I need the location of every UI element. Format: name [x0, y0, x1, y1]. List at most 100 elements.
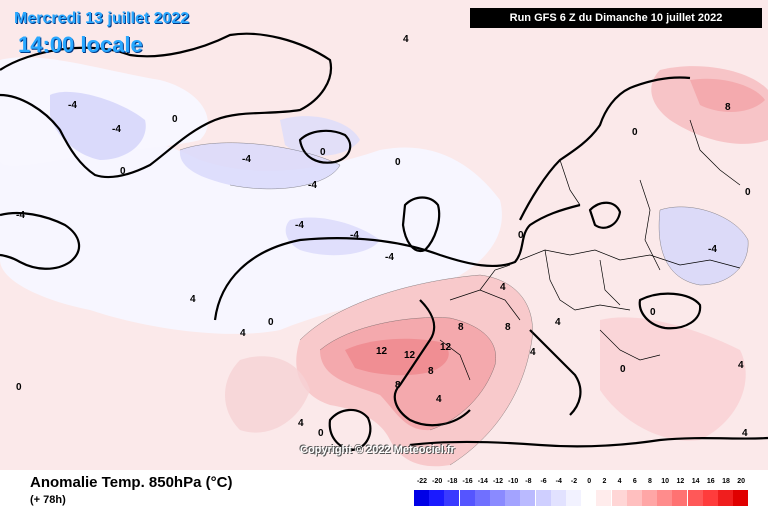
scale-color-swatch — [535, 490, 552, 506]
coastline-scandinavia — [519, 76, 691, 221]
scale-tick-label: -16 — [462, 478, 473, 485]
scale-color-swatch — [596, 490, 613, 506]
svg-text:8: 8 — [458, 322, 464, 333]
scale-tick-label: 0 — [587, 478, 592, 485]
scale-color-swatch — [672, 490, 689, 506]
svg-text:0: 0 — [518, 230, 524, 241]
scale-tick-label: -2 — [570, 478, 578, 485]
svg-text:-4: -4 — [16, 210, 25, 221]
svg-text:4: 4 — [530, 347, 536, 358]
coastline-italy — [529, 329, 582, 416]
scale-color-swatch — [566, 490, 582, 506]
scale-tick-label: -10 — [508, 478, 519, 485]
svg-text:0: 0 — [16, 382, 22, 393]
scale-color-swatch — [414, 490, 430, 506]
anomaly-contours — [179, 142, 749, 466]
scale-color-swatch — [520, 490, 537, 506]
coastline-iceland — [298, 129, 352, 164]
scale-tick-label: -6 — [540, 478, 547, 485]
svg-text:0: 0 — [745, 187, 751, 198]
svg-text:4: 4 — [403, 34, 409, 45]
forecast-date: Mercredi 13 juillet 2022 — [14, 10, 190, 27]
svg-text:0: 0 — [620, 364, 626, 375]
scale-color-swatch — [642, 490, 658, 506]
coastline-british-isles — [401, 196, 441, 253]
scale-color-swatch — [626, 490, 643, 506]
scale-tick-label: -4 — [555, 478, 562, 485]
coastline-baltic — [588, 201, 622, 229]
scale-color-swatch — [474, 490, 491, 506]
scale-tick-label: 6 — [632, 478, 637, 485]
svg-text:8: 8 — [725, 102, 731, 113]
svg-text:-4: -4 — [350, 230, 359, 241]
svg-text:-4: -4 — [385, 252, 394, 263]
svg-text:0: 0 — [395, 157, 401, 168]
scale-tick-label: 10 — [661, 478, 670, 485]
svg-text:-4: -4 — [708, 244, 717, 255]
coastline-atlantic-island — [328, 408, 372, 452]
svg-text:4: 4 — [240, 328, 246, 339]
svg-text:4: 4 — [742, 428, 748, 439]
svg-text:4: 4 — [298, 418, 304, 429]
scale-tick-label: 4 — [617, 478, 622, 485]
legend-title: Anomalie Temp. 850hPa (°C) — [30, 474, 233, 491]
color-scale: -22 -20 -18 -16 -14 -12 -10 -8 -6 -4 -2 0 2 4 6 8 10 12 14… — [414, 478, 750, 508]
scale-color-swatch — [718, 490, 734, 506]
scale-color-swatch — [611, 490, 628, 506]
svg-text:0: 0 — [632, 127, 638, 138]
warm-zone-atlantic-south — [225, 356, 310, 433]
svg-text:12: 12 — [440, 342, 452, 353]
scale-tick-label: -8 — [525, 478, 532, 485]
model-run-label: Run GFS 6 Z du Dimanche 10 juillet 2022 — [470, 8, 762, 28]
coastline-africa — [409, 436, 768, 448]
warm-zone-balkans — [600, 317, 746, 441]
coastline-iberia — [393, 299, 471, 427]
neutral-region-north-atlantic — [0, 131, 502, 334]
svg-text:8: 8 — [505, 322, 511, 333]
coastline-greenland — [0, 32, 333, 179]
cold-zone-iceland — [280, 116, 360, 156]
scale-color-swatch — [733, 490, 750, 506]
svg-text:4: 4 — [555, 317, 561, 328]
svg-text:0: 0 — [650, 307, 656, 318]
svg-text:-4: -4 — [68, 100, 77, 111]
svg-text:-4: -4 — [242, 154, 251, 165]
coastline-black-sea — [638, 292, 702, 330]
scale-color-swatch — [490, 490, 506, 506]
svg-text:0: 0 — [120, 166, 126, 177]
scale-color-swatch — [581, 490, 598, 506]
cold-zone-greenland — [50, 91, 146, 160]
svg-text:-4: -4 — [308, 180, 317, 191]
scale-tick-label: -18 — [447, 478, 458, 485]
coastline-canada — [0, 211, 81, 270]
svg-text:8: 8 — [395, 380, 401, 391]
svg-text:12: 12 — [404, 350, 416, 361]
warm-zone-core — [345, 338, 449, 376]
cold-zone-biscay — [285, 217, 380, 256]
warm-zone-east-core — [690, 78, 765, 112]
svg-text:8: 8 — [428, 366, 434, 377]
scale-tick-label: 16 — [706, 478, 715, 485]
svg-text:0: 0 — [318, 428, 324, 439]
scale-tick-label: 12 — [676, 478, 685, 485]
scale-color-swatch — [687, 490, 704, 506]
cold-zone-russia — [659, 206, 749, 285]
scale-color-swatch — [459, 490, 476, 506]
scale-color-swatch — [444, 490, 461, 506]
scale-color-swatch — [550, 490, 567, 506]
scale-tick-label: -22 — [416, 478, 428, 485]
scale-tick-label: -12 — [492, 478, 504, 485]
scale-tick-label: 2 — [602, 478, 607, 485]
svg-text:4: 4 — [738, 360, 744, 371]
svg-text:-4: -4 — [295, 220, 304, 231]
svg-text:-4: -4 — [112, 124, 121, 135]
scale-color-swatch — [657, 490, 674, 506]
coastline-europe-west — [213, 203, 581, 321]
legend-subtitle: (+ 78h) — [30, 494, 66, 506]
scale-tick-label: -14 — [477, 478, 488, 485]
scale-tick-label: 20 — [737, 478, 746, 485]
svg-text:4: 4 — [436, 394, 442, 405]
scale-tick-label: 14 — [691, 478, 700, 485]
anomaly-map: 4 -4 -4 -4 -4 -4 -4 -4 -4 -4 0 0 0 0 0 0… — [0, 0, 768, 470]
svg-text:0: 0 — [172, 114, 178, 125]
